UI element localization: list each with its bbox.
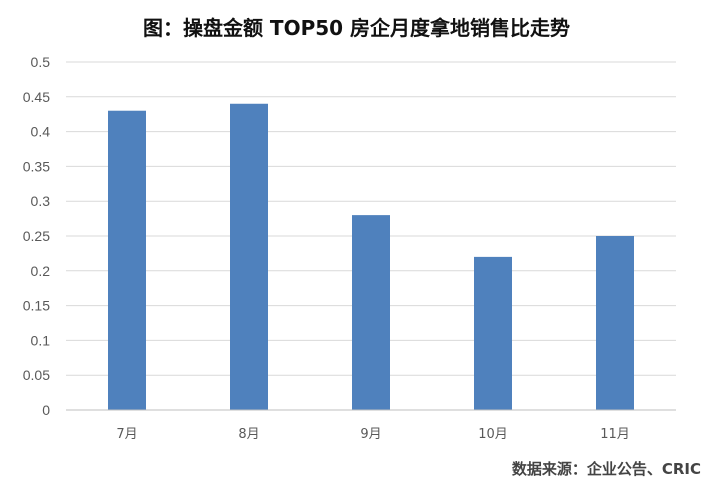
axes: 0 0.05 0.1 0.15 0.2 0.25 0.3 0.35 0.4 0.45 0.5 7月 8月… [23, 54, 676, 442]
bar [596, 236, 634, 410]
source-note: 数据来源：企业公告、CRIC [511, 460, 701, 478]
bar [108, 110, 146, 410]
y-tick-label: 0.05 [23, 367, 50, 383]
bar [230, 103, 268, 410]
y-tick-label: 0.2 [31, 263, 51, 279]
y-tick-label: 0.5 [31, 54, 51, 70]
y-tick-label: 0.25 [23, 228, 50, 244]
y-tick-label: 0 [42, 402, 50, 418]
x-tick-label: 9月 [360, 427, 381, 442]
chart-title: 图：操盘金额 TOP50 房企月度拿地销售比走势 [142, 16, 571, 40]
x-tick-label: 10月 [478, 427, 508, 442]
x-tick-label: 11月 [600, 427, 630, 442]
bar [352, 215, 390, 410]
y-tick-label: 0.15 [23, 298, 50, 314]
y-tick-label: 0.4 [31, 124, 51, 140]
y-tick-label: 0.45 [23, 89, 50, 105]
x-tick-label: 7月 [116, 427, 137, 442]
y-tick-label: 0.35 [23, 158, 50, 174]
y-tick-label: 0.1 [31, 332, 51, 348]
bar [474, 256, 512, 410]
bars [108, 103, 634, 410]
x-tick-label: 8月 [238, 427, 259, 442]
y-tick-label: 0.3 [31, 193, 51, 209]
